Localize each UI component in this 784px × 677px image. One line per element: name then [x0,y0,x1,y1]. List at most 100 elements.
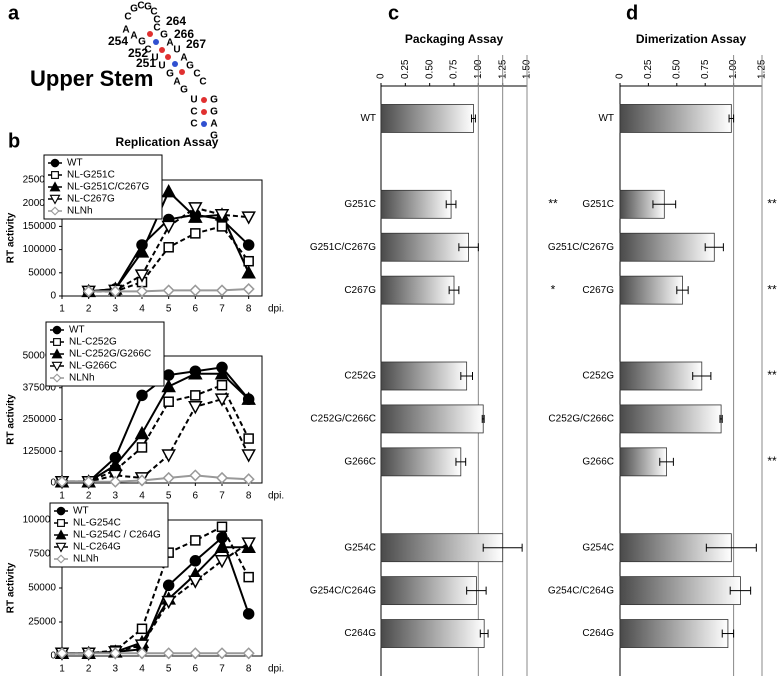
category-label: WT [598,113,614,124]
base-pair-dot [153,39,159,45]
marker [51,171,59,179]
y-tick-label: 125000 [23,446,57,457]
marker [135,474,149,487]
nucleotide: U [151,53,158,64]
marker [135,285,149,298]
x-axis-label: dpi. [268,491,284,502]
bar [380,533,504,563]
y-tick-label: 375000 [23,382,57,393]
nucleotide: C [150,7,157,18]
nucleotide: U [173,45,180,56]
marker [162,471,175,484]
x-tick-label: 2 [86,491,92,502]
category-label: C252G [344,371,376,382]
series-line [62,397,250,483]
y-tick-label: 0 [50,478,56,489]
position-label: 252 [128,46,148,60]
marker [82,285,95,298]
marker [242,608,255,620]
nucleotide: A [173,77,180,88]
bar [380,361,468,391]
x-tick-label: 8 [246,304,252,315]
y-tick-label: 200000 [23,198,57,209]
y-tick-label: 250000 [23,175,57,186]
nucleotide: U [158,61,165,72]
base-pair-dot [159,47,165,53]
bar [380,189,452,219]
x-tick-label: 0.50 [424,59,435,79]
category-label: G254C/C264G [310,585,376,596]
legend-label: NL-C264G [73,542,121,553]
bar [619,232,715,262]
structure-label: Upper Stem [30,66,153,91]
x-tick-label: 0 [376,73,387,79]
x-tick-label: 1 [59,491,65,502]
category-label: C267G [582,285,614,296]
x-tick-label: 0.75 [700,59,711,79]
marker [161,595,176,610]
panel-label: a [8,2,20,24]
base-pair-dot [201,97,207,103]
x-tick-label: 0.25 [400,59,411,79]
marker [241,391,256,405]
marker [134,244,150,258]
bar [380,447,462,477]
bar [380,232,469,262]
marker [188,401,203,415]
x-tick-label: 7 [219,664,225,675]
nucleotide: G [160,30,168,41]
marker [242,647,255,660]
nucleotide: G [210,131,218,142]
marker [215,647,229,660]
marker [55,475,69,488]
marker [243,571,254,583]
significance: ** [767,282,777,296]
base-pair-dot [201,109,207,115]
marker [161,220,176,234]
marker [55,529,67,540]
legend-label: NL-G254C [73,518,121,529]
category-label: WT [360,113,376,124]
marker [241,449,256,463]
y-tick-label: 100000 [23,515,57,526]
category-label: G266C [344,456,376,467]
nucleotide: G [144,2,152,13]
chart-title: Packaging Assay [405,32,504,46]
nucleotide: G [210,95,218,106]
x-tick-label: 0.75 [449,59,460,79]
category-label: G251C [582,199,614,210]
marker [161,378,176,393]
y-tick-label: 0 [50,291,56,302]
marker [214,539,230,553]
category-label: C264G [344,628,376,639]
category-label: G251C [344,199,376,210]
position-label: 267 [186,37,206,51]
marker [161,449,176,463]
marker [243,433,254,444]
x-tick-label: 5 [166,304,172,315]
y-tick-label: 75000 [28,549,56,560]
marker [188,202,203,216]
significance: * [551,282,556,296]
y-tick-label: 500000 [23,351,57,362]
marker [82,647,95,660]
marker [216,521,228,533]
nucleotide: C [153,15,160,26]
marker [135,647,149,660]
nucleotide: G [210,107,218,118]
marker [55,542,67,553]
x-tick-label: 5 [166,491,172,502]
base-pair-dot [201,121,207,127]
marker [241,211,256,225]
nucleotide: C [137,1,144,12]
series-line [62,542,250,655]
marker [215,284,229,297]
marker [109,647,122,660]
marker [136,389,148,402]
marker [109,285,122,298]
significance: ** [767,454,777,468]
x-tick-label: 5 [166,664,172,675]
x-tick-label: 7 [219,491,225,502]
x-tick-label: 4 [139,664,145,675]
legend-label: NL-G251C [67,170,115,181]
